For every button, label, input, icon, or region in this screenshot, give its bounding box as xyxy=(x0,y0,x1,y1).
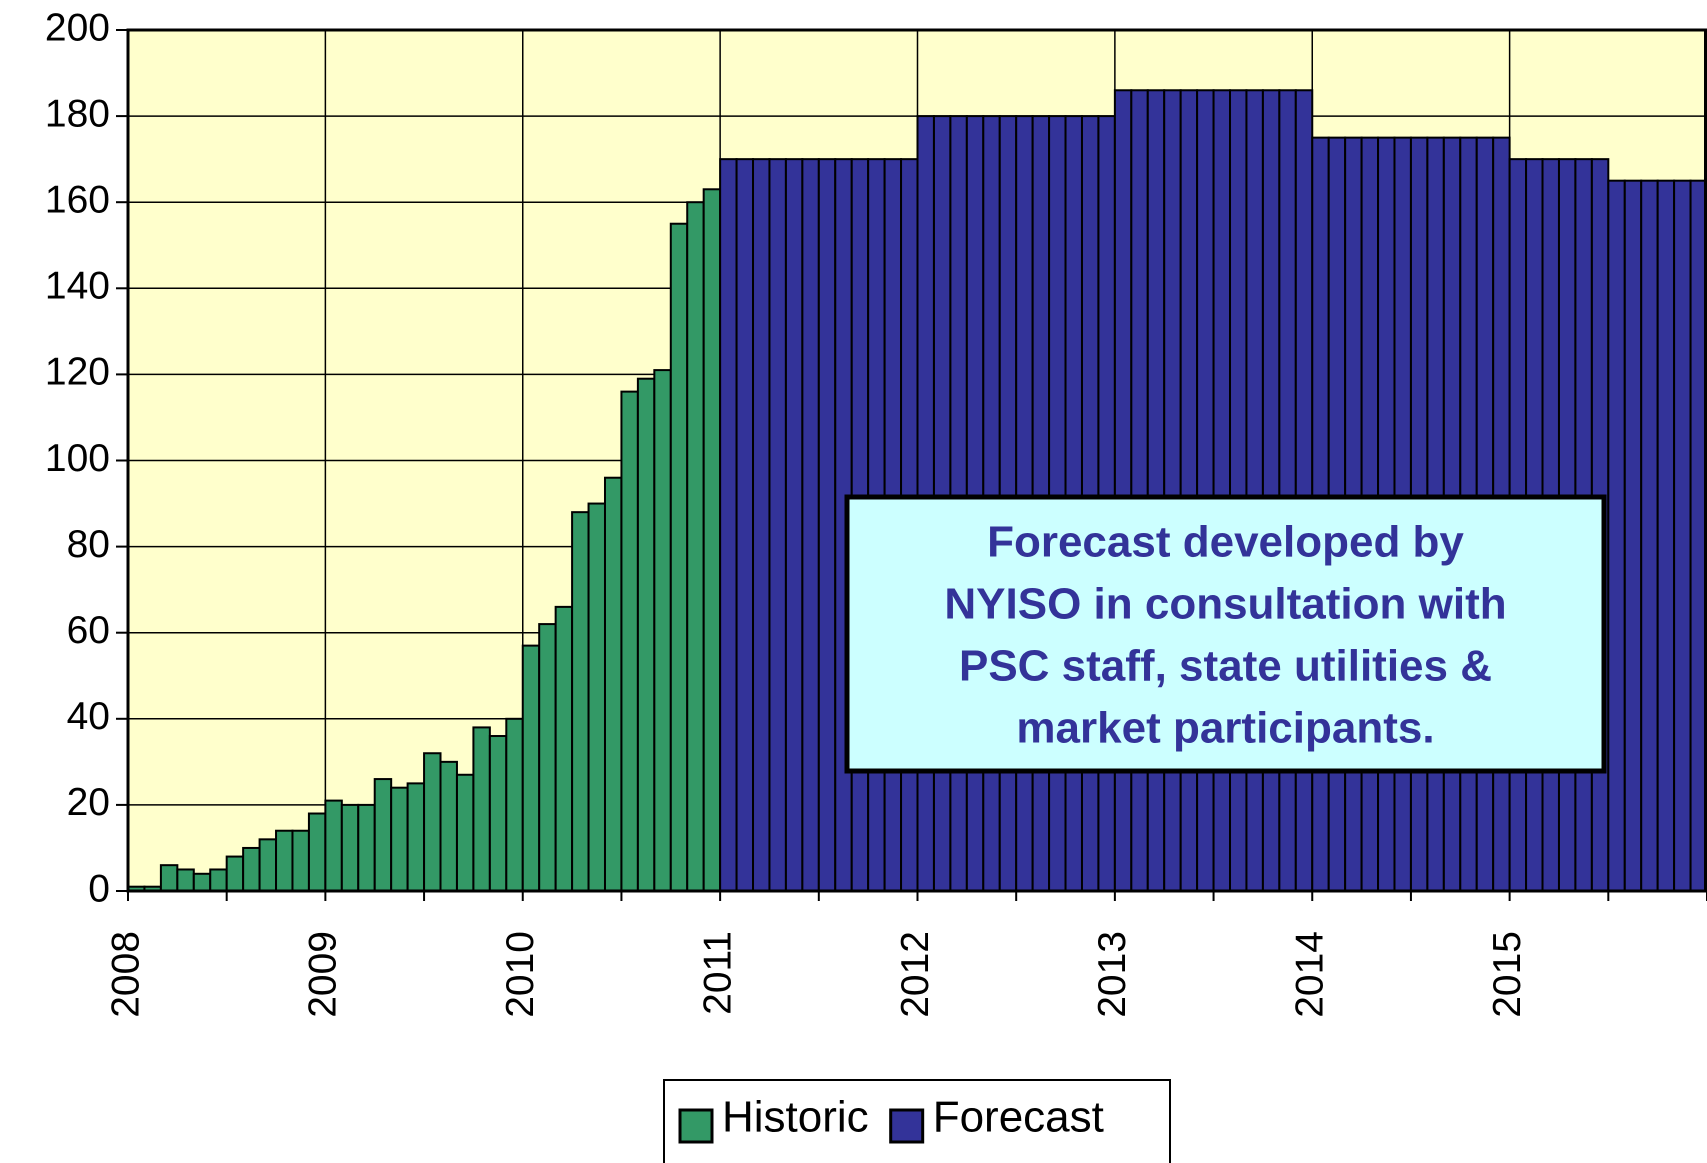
bar xyxy=(768,158,787,892)
bar xyxy=(686,201,705,892)
bar xyxy=(209,868,228,892)
x-tick-label: 2011 xyxy=(696,931,739,1015)
bar xyxy=(1623,179,1643,893)
bar xyxy=(390,786,409,892)
bar xyxy=(488,735,508,893)
annotation-box xyxy=(844,494,1607,774)
y-tick-label: 140 xyxy=(45,265,110,308)
legend-box xyxy=(663,1079,1171,1163)
bar xyxy=(324,799,343,892)
y-tick-label: 160 xyxy=(45,178,110,221)
bar xyxy=(817,158,837,892)
bar xyxy=(636,377,656,892)
bar xyxy=(571,511,590,892)
bar xyxy=(538,623,557,893)
bar xyxy=(620,390,639,892)
legend-swatch xyxy=(889,1108,925,1144)
bar xyxy=(192,872,212,893)
bar xyxy=(439,760,458,892)
annotation-text: PSC staff, state utilities & xyxy=(959,642,1492,691)
bar xyxy=(521,644,541,892)
x-tick-label: 2012 xyxy=(894,931,937,1018)
annotation-text: Forecast developed by xyxy=(987,518,1464,567)
legend-label: Historic xyxy=(722,1093,869,1142)
bar xyxy=(176,868,195,892)
bar xyxy=(373,778,393,893)
bar xyxy=(1640,179,1659,893)
y-tick-label: 0 xyxy=(88,867,110,910)
legend-swatch xyxy=(678,1108,714,1144)
bar xyxy=(801,158,820,892)
bar xyxy=(587,502,606,892)
bar xyxy=(406,782,426,892)
bar xyxy=(1607,179,1626,893)
bar xyxy=(159,864,179,892)
bar xyxy=(1673,179,1692,893)
bar xyxy=(258,838,278,893)
x-tick-label: 2010 xyxy=(499,931,542,1018)
bar xyxy=(1656,179,1676,893)
y-tick-label: 120 xyxy=(45,351,110,394)
bar xyxy=(702,188,722,893)
x-tick-label: 2014 xyxy=(1289,931,1332,1018)
bar xyxy=(669,222,689,893)
bar xyxy=(275,829,294,892)
bar xyxy=(291,829,310,892)
y-tick-label: 180 xyxy=(45,92,110,135)
bar xyxy=(225,855,245,892)
y-tick-label: 200 xyxy=(45,6,110,49)
y-tick-label: 20 xyxy=(67,781,110,824)
x-tick-label: 2008 xyxy=(104,931,147,1018)
y-tick-label: 80 xyxy=(67,523,110,566)
bar xyxy=(603,476,623,892)
bar xyxy=(554,605,574,892)
legend-label: Forecast xyxy=(933,1093,1104,1142)
annotation-text: NYISO in consultation with xyxy=(944,580,1506,629)
bar xyxy=(472,726,491,892)
bar xyxy=(719,158,738,892)
bar xyxy=(455,773,475,893)
x-tick-label: 2013 xyxy=(1091,931,1134,1018)
y-tick-label: 100 xyxy=(45,437,110,480)
bar xyxy=(505,717,524,892)
bar xyxy=(784,158,804,892)
y-tick-label: 60 xyxy=(67,609,110,652)
bar xyxy=(423,752,442,892)
y-tick-label: 40 xyxy=(67,695,110,738)
bar xyxy=(340,803,360,893)
bar xyxy=(735,158,755,892)
annotation-text: market participants. xyxy=(1016,704,1434,753)
bar xyxy=(357,803,376,893)
bar xyxy=(242,846,261,893)
bar xyxy=(307,812,327,893)
x-tick-label: 2015 xyxy=(1486,931,1529,1018)
bar xyxy=(653,369,672,893)
bar xyxy=(752,158,771,892)
x-tick-label: 2009 xyxy=(302,931,345,1018)
